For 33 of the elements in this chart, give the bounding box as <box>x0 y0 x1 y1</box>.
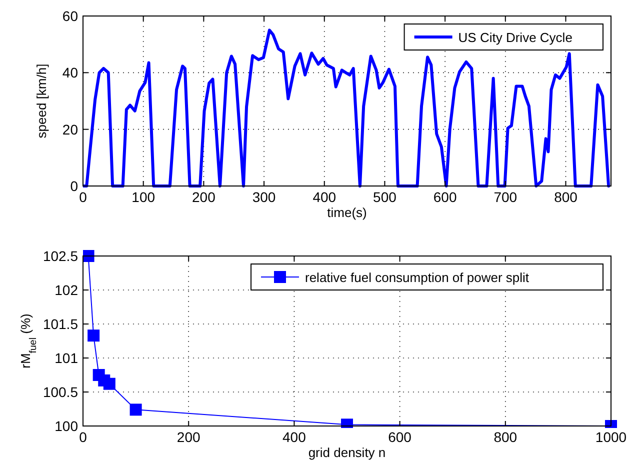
x-tick-label: 1000 <box>595 429 627 445</box>
y-tick-label: 100.5 <box>42 384 78 400</box>
x-tick-label: 600 <box>388 429 412 445</box>
point <box>103 378 116 390</box>
x-tick-label: 400 <box>282 429 306 445</box>
line-series <box>83 28 610 188</box>
y-tick-label: 40 <box>62 64 78 81</box>
y-tick-label: 102 <box>54 282 78 298</box>
x-tick-label: 500 <box>373 189 397 205</box>
legend-label: relative fuel consumption of power split <box>305 270 530 285</box>
x-tick-label: 800 <box>494 429 518 445</box>
y-tick-label: 101 <box>54 350 78 366</box>
x-axis-title: grid density n <box>308 445 386 460</box>
y-tick-label: 60 <box>62 8 78 24</box>
x-tick-label: 200 <box>176 429 200 445</box>
y-axis-title: speed [km/h] <box>34 64 49 138</box>
x-tick-label: 700 <box>494 189 518 205</box>
point <box>130 404 142 416</box>
y-tick-label: 100 <box>54 418 78 434</box>
y-tick-label: 102.5 <box>42 248 78 264</box>
x-axis-title: time(s) <box>327 205 367 220</box>
legend-label: US City Drive Cycle <box>458 30 572 45</box>
x-tick-label: 800 <box>554 189 578 205</box>
point <box>83 250 94 262</box>
y-tick-label: 0 <box>70 178 78 194</box>
x-tick-label: 100 <box>132 189 156 205</box>
y-tick-label: 20 <box>62 121 78 138</box>
x-tick-label: 300 <box>252 189 276 205</box>
x-tick-label: 200 <box>192 189 216 205</box>
y-tick-label: 101.5 <box>42 316 78 332</box>
x-tick-label: 600 <box>433 189 457 205</box>
x-tick-label: 400 <box>312 189 336 205</box>
point <box>88 330 100 342</box>
